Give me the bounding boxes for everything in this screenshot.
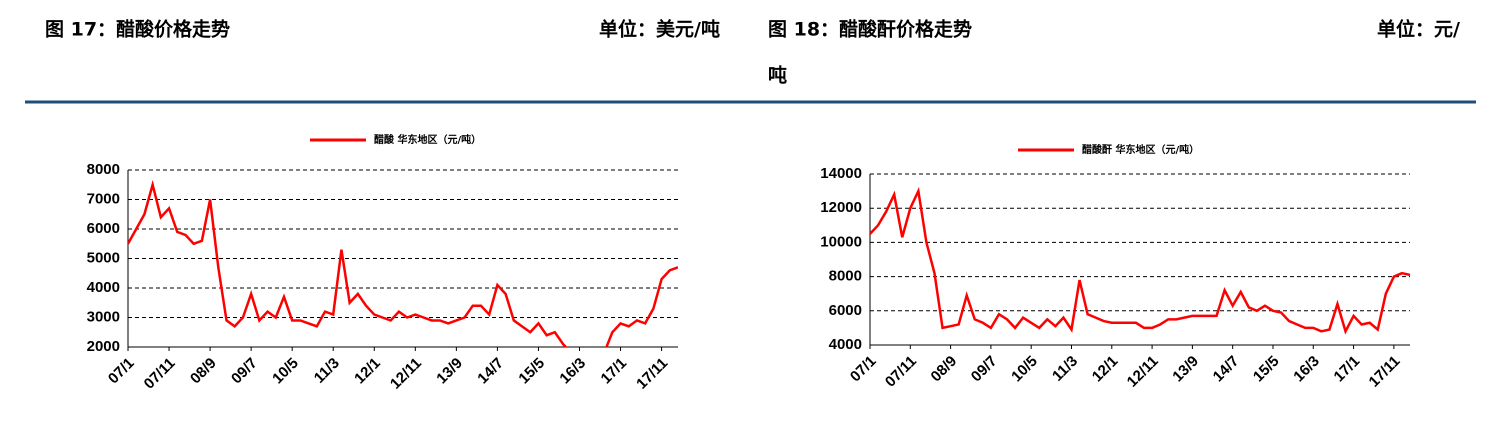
- data-line: [870, 186, 1410, 335]
- x-tick-label: 11/3: [1049, 353, 1081, 385]
- x-tick-label: 10/5: [1008, 353, 1041, 386]
- data-line: [128, 179, 678, 347]
- x-tick-label: 07/1: [847, 353, 880, 386]
- unit: 单位：元/: [1377, 18, 1460, 41]
- y-tick-label: 12000: [820, 199, 862, 216]
- x-tick-label: 17/11: [633, 355, 671, 393]
- y-tick-label: 6000: [87, 220, 120, 237]
- x-tick-label: 11/3: [311, 355, 343, 387]
- x-tick-label: 14/7: [1210, 353, 1243, 386]
- y-tick-label: 7000: [87, 190, 120, 207]
- x-tick-label: 12/1: [1089, 353, 1122, 386]
- y-tick-label: 3000: [87, 308, 120, 325]
- x-tick-label: 12/1: [351, 355, 384, 388]
- x-tick-label: 14/7: [474, 355, 507, 388]
- x-tick-label: 08/9: [928, 353, 961, 386]
- y-tick-label: 4000: [829, 336, 862, 353]
- y-tick-label: 4000: [87, 279, 120, 296]
- x-tick-label: 16/3: [1290, 353, 1323, 386]
- y-tick-label: 5000: [87, 249, 120, 266]
- unit: 单位：美元/吨: [599, 18, 720, 41]
- legend-label: 醋酸 华东地区（元/吨）: [374, 133, 481, 146]
- x-tick-label: 09/7: [968, 353, 1001, 386]
- figure-title: 图 17：醋酸价格走势: [45, 18, 230, 41]
- y-tick-label: 8000: [829, 268, 862, 285]
- x-tick-label: 07/11: [882, 353, 920, 391]
- x-tick-label: 15/5: [515, 355, 548, 388]
- y-tick-label: 6000: [829, 302, 862, 319]
- y-tick-label: 10000: [820, 233, 862, 250]
- x-tick-label: 17/1: [598, 355, 631, 388]
- x-tick-label: 17/11: [1366, 353, 1404, 391]
- figure-title: 图 18：醋酸酐价格走势: [768, 18, 972, 41]
- x-tick-label: 08/9: [187, 355, 220, 388]
- x-tick-label: 13/9: [1169, 353, 1202, 386]
- x-tick-label: 07/1: [105, 355, 138, 388]
- x-tick-label: 07/11: [141, 355, 179, 393]
- unit: 吨: [768, 64, 787, 87]
- x-tick-label: 12/11: [387, 355, 425, 393]
- x-tick-label: 15/5: [1250, 353, 1283, 386]
- x-tick-label: 13/9: [433, 355, 466, 388]
- x-tick-label: 10/5: [269, 355, 302, 388]
- y-tick-label: 2000: [87, 338, 120, 355]
- legend-label: 醋酸酐 华东地区（元/吨）: [1082, 143, 1199, 156]
- x-tick-label: 16/3: [556, 355, 589, 388]
- x-tick-label: 09/7: [228, 355, 261, 388]
- x-tick-label: 17/1: [1331, 353, 1364, 386]
- y-tick-label: 8000: [87, 161, 120, 178]
- x-tick-label: 12/11: [1124, 353, 1162, 391]
- y-tick-label: 14000: [820, 165, 862, 182]
